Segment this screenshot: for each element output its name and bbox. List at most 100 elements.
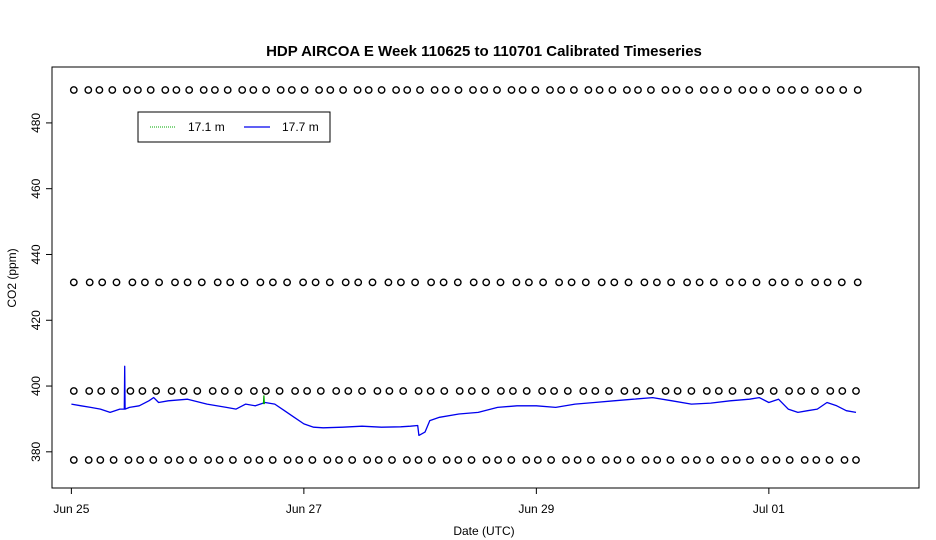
reference-point [563,387,572,395]
reference-point [584,86,593,94]
reference-point [772,456,781,464]
reference-point [608,86,617,94]
legend-label-17-7m: 17.7 m [282,120,319,134]
reference-point [439,278,448,287]
reference-point [109,456,118,464]
reference-point [414,456,423,464]
reference-points [69,86,862,464]
reference-point [769,387,778,395]
reference-point [693,456,701,464]
reference-point [427,456,436,464]
reference-point [315,86,323,94]
y-tick-label: 480 [29,113,43,133]
reference-point [442,456,451,464]
reference-point [573,456,582,464]
reference-point [480,86,489,94]
reference-point [469,278,478,287]
reference-point [512,278,521,287]
reference-point [800,456,809,464]
reference-point [518,86,527,94]
reference-point [567,278,576,287]
reference-point [171,278,179,287]
reference-point [377,86,386,94]
reference-point [647,86,655,94]
reference-point [581,278,590,287]
y-tick-label: 400 [29,376,43,396]
reference-point [666,456,675,464]
reference-point [283,278,291,287]
reference-point [699,86,708,94]
reference-point [723,86,732,94]
x-tick-label: Jun 29 [518,502,554,516]
reference-point [797,387,805,395]
reference-point [193,387,202,395]
reference-point [255,456,264,464]
reference-point [467,456,476,464]
chart-title: HDP AIRCOA E Week 110625 to 110701 Calib… [266,43,702,60]
reference-point [249,387,258,395]
reference-point [223,86,232,94]
reference-point [853,86,862,94]
reference-point [226,278,235,287]
reference-point [69,86,78,94]
reference-point [136,456,145,464]
reference-point [555,278,563,287]
reference-point [838,387,847,395]
reference-point [243,456,252,464]
y-tick-label: 380 [29,441,43,461]
reference-point [189,456,198,464]
reference-point [725,278,734,287]
reference-point [768,278,777,287]
reference-point [85,278,94,287]
reference-point [494,456,502,464]
reference-point [396,278,405,287]
reference-point [220,387,229,395]
reference-point [641,456,650,464]
reference-point [852,456,860,464]
reference-point [240,278,249,287]
reference-point [291,387,299,395]
reference-point [385,387,394,395]
reference-point [507,456,516,464]
reference-point [661,86,670,94]
reference-point [496,387,505,395]
reference-point [167,387,176,395]
reference-point [275,387,284,395]
reference-point [711,86,719,94]
reference-point [69,387,78,395]
reference-point [112,278,121,287]
reference-point [481,387,490,395]
reference-point [826,387,835,395]
series-line-17-7-m [71,365,857,437]
reference-point [482,456,491,464]
reference-point [287,86,296,94]
reference-point [283,456,292,464]
reference-point [781,278,789,287]
reference-point [744,387,752,395]
reference-point [332,387,341,395]
reference-point [341,278,350,287]
reference-point [179,387,188,395]
reference-point [276,86,285,94]
reference-point [262,86,270,94]
reference-point [335,456,343,464]
reference-point [795,278,803,287]
reference-point [522,387,531,395]
reference-point [348,456,357,464]
reference-point [295,456,304,464]
reference-point [85,387,94,395]
reference-point [339,86,347,94]
reference-point [613,456,622,464]
reference-point [800,86,809,94]
reference-point [557,86,565,94]
y-axis: 380 400 420 440 460 480 [29,113,53,462]
reference-point [579,387,588,395]
reference-point [695,278,704,287]
reference-point [812,456,821,464]
reference-point [303,387,311,395]
reference-point [399,387,408,395]
reference-point [84,456,93,464]
reference-point [249,86,258,94]
reference-point [756,387,764,395]
